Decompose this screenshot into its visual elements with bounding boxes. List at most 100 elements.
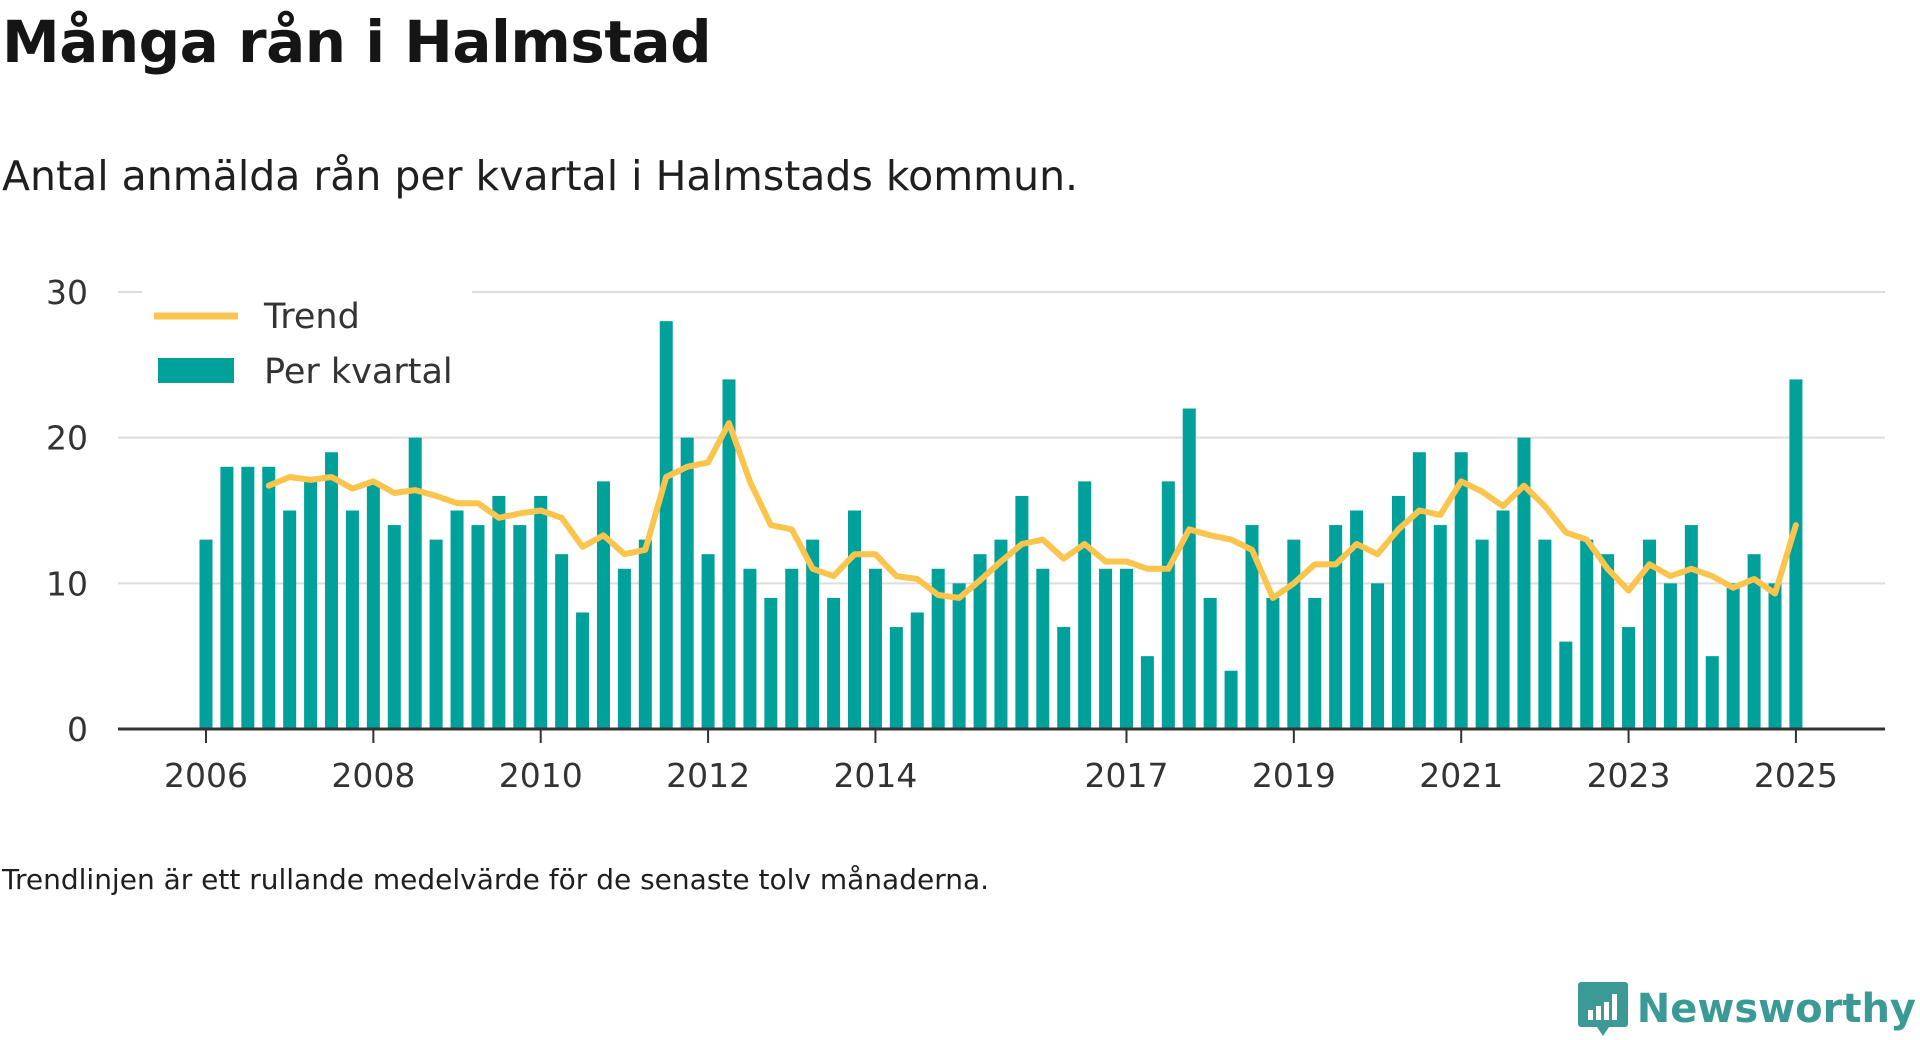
bar (764, 597, 778, 729)
bar (889, 627, 903, 729)
legend-bar-swatch (158, 358, 234, 383)
bar (1224, 670, 1238, 729)
y-tick-label: 10 (46, 564, 88, 603)
bar (701, 554, 715, 729)
bar (785, 568, 799, 729)
bar (366, 481, 380, 729)
legend-trend-label: Trend (263, 297, 360, 337)
bar (1496, 510, 1510, 729)
bar (1726, 583, 1740, 729)
bar (743, 568, 757, 729)
bar (680, 437, 694, 729)
x-tick-label: 2023 (1587, 756, 1671, 795)
bar (596, 481, 610, 729)
footnote: Trendlinjen är ett rullande medelvärde f… (2, 863, 990, 896)
bar (241, 466, 255, 729)
bar (1559, 641, 1573, 729)
bar (534, 495, 548, 729)
x-tick-label: 2010 (499, 756, 583, 795)
bar (1371, 583, 1385, 729)
x-tick-label: 2014 (833, 756, 917, 795)
bar-series-per-kvartal (199, 321, 1803, 729)
bar (1454, 452, 1468, 729)
bar (220, 466, 234, 729)
bar (1182, 408, 1196, 729)
bar (325, 452, 339, 729)
bar (1266, 597, 1280, 729)
bar (1433, 525, 1447, 729)
bar (1391, 495, 1405, 729)
bar (1140, 656, 1154, 729)
brand-name: Newsworthy (1636, 986, 1916, 1032)
bar (1747, 554, 1761, 729)
bar (1350, 510, 1364, 729)
bar (1036, 568, 1050, 729)
bar (952, 583, 966, 729)
bar (1329, 525, 1343, 729)
bar (973, 554, 987, 729)
bar (283, 510, 297, 729)
bar (868, 568, 882, 729)
bar (1245, 525, 1259, 729)
bar (1015, 495, 1029, 729)
y-tick-label: 20 (46, 419, 88, 458)
bar (1161, 481, 1175, 729)
axes: 0 10 20 30 2006 2008 2010 2012 2014 2017 2019 2021 2… (46, 273, 1885, 795)
bar (910, 612, 924, 729)
bar (471, 525, 485, 729)
bar (1057, 627, 1071, 729)
bar (806, 539, 820, 729)
bar (1642, 539, 1656, 729)
bar (1705, 656, 1719, 729)
x-tick-label: 2025 (1754, 756, 1838, 795)
bar (1308, 597, 1322, 729)
legend-bar-label: Per kvartal (264, 352, 453, 392)
bar (1119, 568, 1133, 729)
bar (848, 510, 862, 729)
bar (1768, 583, 1782, 729)
bar (387, 525, 401, 729)
trend-series (265, 420, 1799, 601)
bar (722, 379, 736, 729)
bar (617, 568, 631, 729)
bar (1789, 379, 1803, 729)
bar (450, 510, 464, 729)
bar (555, 554, 569, 729)
bar (1517, 437, 1531, 729)
bar (199, 539, 213, 729)
y-tick-label: 30 (46, 273, 88, 312)
bar (1287, 539, 1301, 729)
bar (492, 495, 506, 729)
legend: Trend Per kvartal (142, 260, 472, 392)
bar (931, 568, 945, 729)
bar-chart-speech-bubble-icon (1577, 982, 1628, 1036)
bar (1475, 539, 1489, 729)
bar (408, 437, 422, 729)
x-tick-label: 2012 (666, 756, 750, 795)
newsworthy-logo: Newsworthy (1577, 980, 1916, 1038)
bar (1099, 568, 1113, 729)
bar (1601, 554, 1615, 729)
chart-subtitle: Antal anmälda rån per kvartal i Halmstad… (2, 152, 1079, 200)
bar (513, 525, 527, 729)
chart-title: Många rån i Halmstad (2, 8, 712, 76)
bar (345, 510, 359, 729)
bar (429, 539, 443, 729)
trend-line (265, 420, 1799, 601)
bar (659, 321, 673, 729)
x-tick-label: 2008 (331, 756, 415, 795)
bar (1078, 481, 1092, 729)
bar (994, 539, 1008, 729)
chart-area: 0 10 20 30 2006 2008 2010 2012 2014 2017 2019 2021 2… (46, 260, 1885, 795)
bar (1538, 539, 1552, 729)
bar (576, 612, 590, 729)
bar (304, 481, 318, 729)
bar (1580, 539, 1594, 729)
x-tick-label: 2019 (1252, 756, 1336, 795)
bar (1622, 627, 1636, 729)
bar (1203, 597, 1217, 729)
bar (1684, 525, 1698, 729)
bar (1412, 452, 1426, 729)
bar (827, 597, 841, 729)
x-tick-label: 2017 (1084, 756, 1168, 795)
